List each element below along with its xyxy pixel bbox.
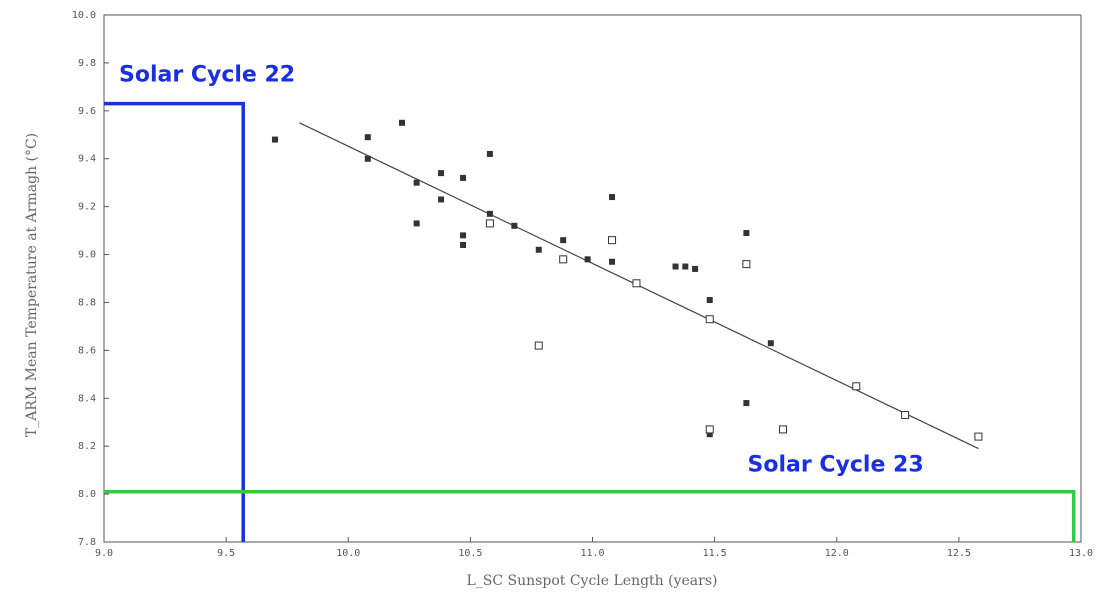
- data-point-filled: [486, 210, 493, 217]
- y-tick-label: 8.4: [78, 393, 96, 404]
- plot-frame: [103, 14, 1082, 543]
- x-tick-label: 12.0: [825, 548, 849, 559]
- data-point-filled: [486, 150, 493, 157]
- y-tick-label: 9.0: [78, 250, 96, 261]
- data-point-filled: [672, 263, 679, 270]
- data-point-filled: [743, 229, 750, 236]
- data-point-open: [705, 315, 714, 324]
- y-tick-label: 9.4: [78, 154, 96, 165]
- data-point-filled: [706, 431, 713, 438]
- x-tick-label: 9.0: [95, 548, 113, 559]
- data-point-filled: [413, 179, 420, 186]
- x-tick-label: 10.5: [458, 548, 482, 559]
- y-tick-label: 8.8: [78, 297, 96, 308]
- x-tick-label: 9.5: [217, 548, 235, 559]
- y-tick-label: 9.6: [78, 106, 96, 117]
- x-tick-label: 11.0: [580, 548, 604, 559]
- data-point-filled: [413, 220, 420, 227]
- data-point-filled: [560, 237, 567, 244]
- x-tick-label: 13.0: [1069, 548, 1093, 559]
- x-axis: 9.0 9.5 10.0 10.5 11.0 11.5 12.0 12.5 13.0: [95, 537, 1093, 559]
- x-axis-title: L_SC Sunspot Cycle Length (years): [467, 573, 718, 589]
- data-point-filled: [271, 136, 278, 143]
- data-point-filled: [706, 297, 713, 304]
- data-point-filled: [460, 241, 467, 248]
- data-point-filled: [767, 340, 774, 347]
- x-tick-label: 12.5: [947, 548, 971, 559]
- data-point-filled: [460, 174, 467, 181]
- y-axis: 7.8 8.0 8.2 8.4 8.6 8.8 9.0 9.2 9.4 9.6 9.8 10.0: [72, 10, 109, 548]
- data-point-filled: [364, 155, 371, 162]
- y-tick-label: 8.0: [78, 489, 96, 500]
- data-point-open: [779, 425, 788, 434]
- y-tick-label: 10.0: [72, 10, 96, 21]
- data-point-open: [901, 411, 910, 420]
- data-point-filled: [609, 258, 616, 265]
- y-tick-label: 7.8: [78, 537, 96, 548]
- data-point-filled: [438, 196, 445, 203]
- data-point-filled: [511, 222, 518, 229]
- cycle-1-marker-line: [104, 101, 245, 542]
- y-axis-title: T_ARM Mean Temperature at Armagh (°C): [24, 133, 40, 437]
- data-point-open: [742, 260, 751, 269]
- data-points: [271, 119, 983, 441]
- data-point-open: [852, 382, 861, 391]
- data-point-open: [632, 279, 641, 288]
- data-point-filled: [682, 263, 689, 270]
- data-point-filled: [460, 232, 467, 239]
- data-point-filled: [743, 400, 750, 407]
- data-point-filled: [438, 170, 445, 177]
- data-point-filled: [584, 256, 591, 263]
- data-point-filled: [364, 134, 371, 141]
- data-point-open: [485, 219, 494, 228]
- annotation-cycle-23: Solar Cycle 23: [748, 453, 924, 478]
- data-point-open: [705, 425, 714, 434]
- data-point-filled: [609, 194, 616, 201]
- annotations: Solar Cycle 22 Solar Cycle 23: [119, 63, 924, 478]
- data-point-filled: [398, 119, 405, 126]
- y-tick-label: 9.8: [78, 58, 96, 69]
- y-tick-label: 9.2: [78, 202, 96, 213]
- data-point-open: [559, 255, 568, 264]
- data-point-open: [608, 236, 617, 245]
- y-tick-label: 8.2: [78, 441, 96, 452]
- data-point-open: [974, 432, 983, 441]
- data-point-filled: [692, 265, 699, 272]
- x-tick-label: 10.0: [336, 548, 360, 559]
- cycle-2-marker-line: [104, 489, 1076, 542]
- y-tick-label: 8.6: [78, 345, 96, 356]
- annotation-cycle-22: Solar Cycle 22: [119, 63, 295, 88]
- cycle-marker-lines: [104, 101, 1076, 542]
- data-point-filled: [535, 246, 542, 253]
- x-tick-label: 11.5: [703, 548, 727, 559]
- data-point-open: [534, 341, 543, 350]
